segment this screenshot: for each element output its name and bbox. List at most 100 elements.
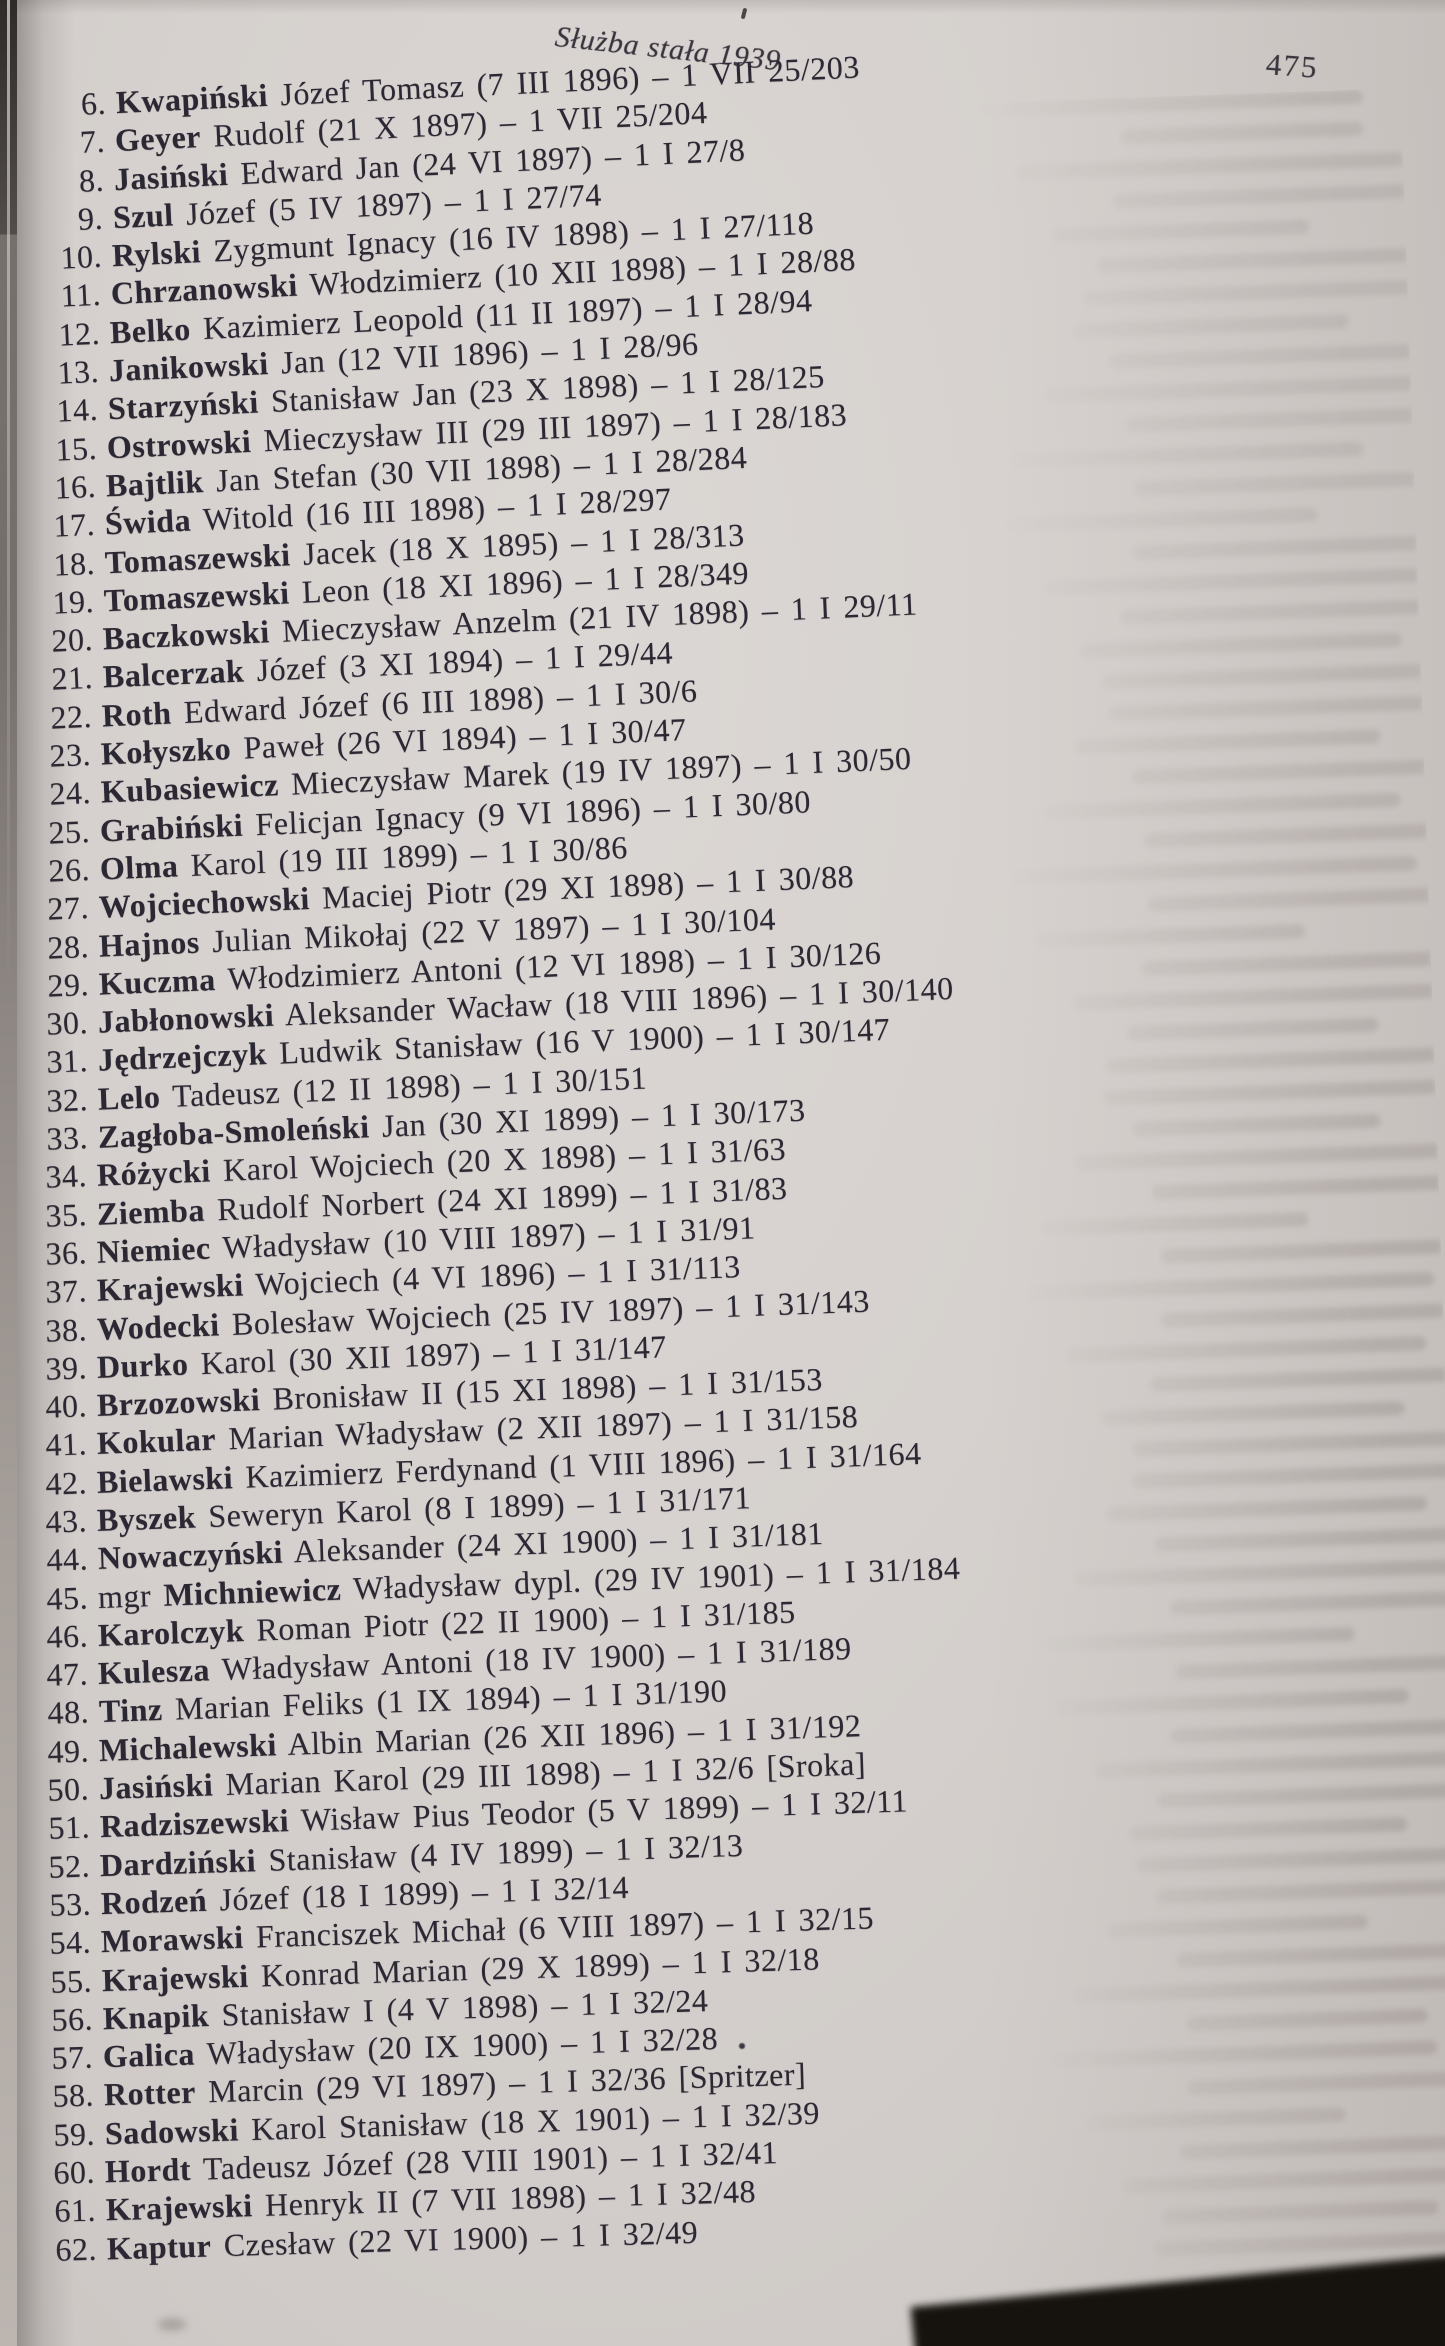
ghost-line	[1008, 856, 1417, 885]
ghost-line	[1154, 2229, 1445, 2257]
page-number: 475	[1264, 46, 1320, 85]
ghost-line	[1101, 1400, 1405, 1426]
ghost-line	[1073, 314, 1349, 338]
ghost-line	[1160, 1236, 1445, 1264]
ghost-line	[1123, 2165, 1445, 2194]
entry-surname: Starzyński	[106, 383, 260, 427]
entry-surname: Karolczyk	[97, 1611, 245, 1653]
entry-surname: Jędrzejczyk	[97, 1035, 268, 1079]
ghost-line	[1162, 2200, 1439, 2224]
entry-surname: Brzozowski	[96, 1381, 261, 1423]
entry-surname: Kołyszko	[100, 730, 233, 772]
entry-surname: Galica	[102, 2035, 196, 2075]
ghost-line	[1129, 1817, 1408, 1841]
entry-surname: Michalewski	[98, 1726, 278, 1768]
entry-surname: Dardziński	[99, 1841, 257, 1883]
ghost-line	[1104, 1077, 1445, 1106]
ghost-line	[975, 89, 1364, 118]
entry-surname: Roth	[100, 694, 172, 734]
spine-shadow	[17, 0, 75, 2346]
entry-surname: Durko	[96, 1345, 189, 1385]
entry-surname: Michniewicz	[162, 1570, 342, 1613]
ghost-line	[1035, 924, 1306, 948]
ghost-line	[1075, 1558, 1445, 1587]
entry-surname: Radziszewski	[99, 1802, 290, 1845]
ghost-line	[1097, 245, 1445, 273]
entry-surname: Jasiński	[112, 155, 229, 197]
entry-surname: Byszek	[96, 1498, 197, 1538]
ghost-line	[1132, 534, 1445, 560]
ghost-line	[1074, 1975, 1445, 2003]
entry-surname: Morawski	[100, 1919, 245, 1960]
ghost-line	[1131, 1460, 1445, 1489]
ghost-line	[1120, 121, 1364, 145]
ghost-line	[1156, 1876, 1445, 1904]
smudge-mark	[158, 2318, 186, 2331]
ghost-line	[1106, 1496, 1428, 1522]
entry-surname: Hordt	[104, 2150, 192, 2190]
entry-surname: Różycki	[96, 1152, 212, 1194]
book-left-edge	[0, 0, 17, 2346]
entry-surname: Janikowski	[107, 345, 269, 389]
ghost-line	[1150, 1363, 1445, 1392]
entry-surname: Rodzeń	[100, 1881, 208, 1922]
entry-surname: Szul	[111, 196, 174, 236]
ghost-line	[1106, 1045, 1445, 1074]
ghost-line	[1079, 632, 1403, 658]
entry-title-prefix: mgr	[97, 1576, 164, 1615]
entry-surname: Krajewski	[96, 1266, 245, 1308]
entry-surname: Jabłonowski	[97, 996, 276, 1040]
entry-surname: Wojciechowski	[98, 880, 311, 925]
ghost-line	[1108, 694, 1445, 721]
ghost-line	[1147, 884, 1445, 912]
entry-surname: Kulesza	[97, 1651, 211, 1692]
entry-surname: Niemiec	[96, 1229, 212, 1270]
ghost-line	[1180, 2132, 1445, 2160]
ghost-line	[1043, 374, 1445, 403]
entry-surname: Ostrowski	[105, 422, 252, 465]
ghost-line	[1144, 823, 1433, 848]
ghost-line	[1006, 507, 1318, 533]
ghost-line	[1170, 1718, 1445, 1744]
ghost-line	[1109, 341, 1445, 369]
ghost-line	[1066, 1336, 1427, 1363]
entry-surname: Knapik	[101, 1996, 210, 2037]
ghost-line	[1101, 660, 1445, 690]
entry-surname: Krajewski	[101, 1957, 250, 1998]
bleedthrough-text	[975, 88, 1445, 2296]
ghost-line	[1057, 1688, 1409, 1716]
entry-surname: Baczkowski	[102, 613, 271, 657]
entry-surname: Rylski	[110, 233, 202, 274]
entry-surname: Olma	[99, 847, 179, 887]
ghost-line	[1176, 1939, 1445, 1968]
ghost-line	[1132, 1113, 1381, 1137]
ghost-line	[1134, 467, 1445, 496]
ghost-line	[1073, 982, 1445, 1011]
ghost-line	[1156, 1781, 1445, 1808]
ghost-line	[1047, 2040, 1438, 2068]
ghost-line	[1107, 1914, 1368, 1938]
entry-surname: Tinz	[97, 1691, 163, 1730]
entry-surname: Świda	[104, 501, 192, 542]
entry-surname: Grabiński	[99, 806, 244, 849]
entry-surname: Kubasiewicz	[99, 766, 280, 810]
ghost-line	[1120, 598, 1445, 625]
entry-surname: Wodecki	[96, 1305, 221, 1347]
ghost-line	[1160, 1303, 1445, 1328]
entry-surname: Kwapiński	[114, 76, 269, 121]
ghost-line	[1151, 1171, 1445, 1200]
entry-surname: Kuczma	[97, 960, 216, 1002]
ghost-line	[1113, 180, 1445, 209]
ghost-line	[1052, 219, 1310, 243]
entry-surname: Jasiński	[98, 1766, 215, 1807]
ghost-line	[1015, 152, 1405, 180]
ghost-line	[1136, 1844, 1445, 1873]
entry-surname: Ziemba	[96, 1191, 206, 1232]
ghost-line	[1141, 947, 1445, 976]
ghost-line	[1075, 1142, 1445, 1171]
entry-surname: Geyer	[113, 118, 202, 159]
ghost-line	[1087, 2107, 1346, 2131]
ghost-line	[1010, 441, 1364, 469]
ghost-line	[1027, 1271, 1435, 1301]
